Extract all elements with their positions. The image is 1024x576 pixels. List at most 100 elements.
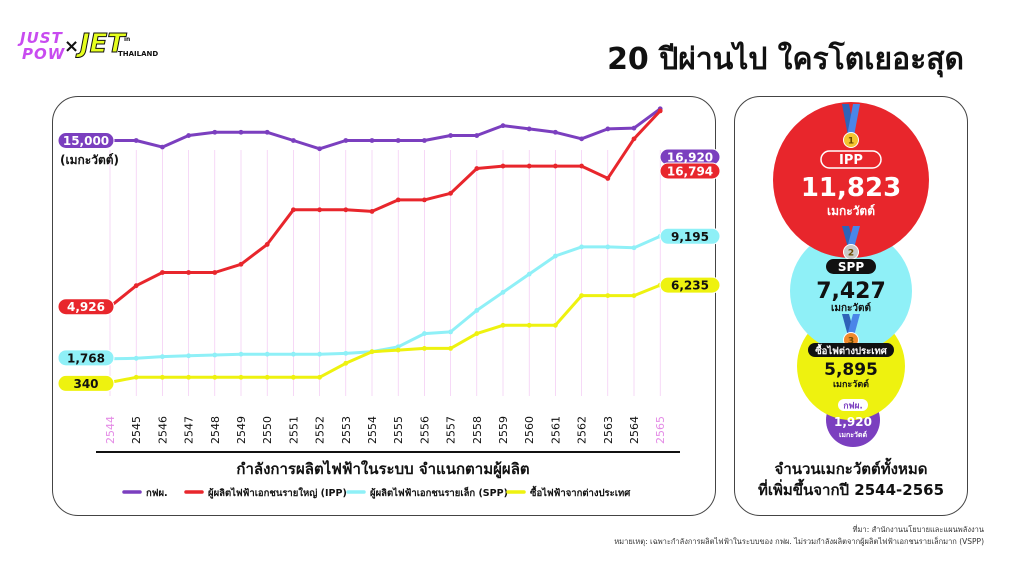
end-label-ipp: 16,794 (667, 165, 713, 179)
x-tick-label: 2548 (209, 416, 222, 444)
bubble-name-pill-egat (838, 399, 868, 411)
x-tick-label: 2557 (445, 416, 458, 444)
data-point-egat (369, 138, 375, 143)
data-point-import (133, 374, 139, 380)
data-point-ipp (579, 163, 584, 169)
start-label-import: 340 (73, 377, 98, 391)
x-tick-label: 2545 (130, 416, 143, 444)
data-point-ipp (631, 136, 637, 142)
growth-bubble-spp (790, 230, 912, 352)
data-point-egat (238, 129, 244, 135)
x-tick-label: 2544 (104, 416, 117, 444)
data-point-ipp (553, 163, 558, 169)
data-point-ipp (605, 176, 611, 181)
data-point-ipp (238, 261, 244, 267)
note-text: หมายเหตุ: เฉพาะกำลังการผลิตไฟฟ้าในระบบขอ… (614, 537, 984, 546)
data-point-import (264, 374, 270, 380)
end-label-import: 6,235 (671, 279, 709, 293)
bubble-value-import: 5,895 (824, 360, 878, 380)
data-point-ipp (500, 163, 506, 169)
x-tick-label: 2553 (340, 416, 353, 444)
bubble-unit-spp: เมกะวัตต์ (831, 302, 871, 314)
bubble-unit-egat: เมกะวัตต์ (839, 430, 867, 439)
data-point-spp (160, 354, 165, 360)
logo-text-in: in (124, 36, 131, 43)
data-point-egat (422, 138, 427, 143)
series-line-spp (109, 234, 661, 361)
bubble-name-pill-spp (826, 259, 876, 274)
data-point-ipp (160, 270, 165, 275)
x-tick-label: 2554 (366, 416, 379, 444)
data-point-import (422, 346, 427, 351)
start-label-egat: 15,000 (63, 134, 109, 148)
bubble-name-import: ซื้อไฟต่างประเทศ (815, 343, 888, 357)
data-point-spp (448, 329, 453, 335)
data-point-import (500, 322, 506, 328)
data-point-import (395, 347, 401, 353)
data-point-egat (264, 129, 270, 135)
data-point-import (605, 293, 611, 298)
data-point-egat (160, 144, 165, 150)
data-point-ipp (186, 270, 192, 275)
data-point-egat (212, 129, 218, 135)
data-point-egat (500, 123, 506, 129)
logo-text-thailand: THAILAND (118, 50, 159, 58)
data-point-spp (526, 271, 532, 277)
bubble-unit-ipp: เมกะวัตต์ (827, 204, 875, 218)
end-label-pill-import (659, 276, 721, 294)
data-point-spp (186, 353, 192, 359)
data-point-spp (422, 331, 427, 336)
source-text: ที่มา: สำนักงานนโยบายและแผนพลังงาน (852, 525, 984, 534)
bubble-value-ipp: 11,823 (801, 173, 901, 203)
data-point-import (474, 331, 480, 336)
data-point-import (238, 374, 244, 380)
end-label-egat: 16,920 (667, 151, 713, 165)
brand-logo: JUST POW × JET in THAILAND (20, 30, 158, 70)
legend-label-import: ซื้อไฟฟ้าจากต่างประเทศ (530, 485, 631, 499)
x-tick-label: 2547 (183, 416, 196, 444)
data-point-import (553, 322, 558, 328)
growth-bubble-ipp (773, 102, 929, 258)
data-point-egat (631, 125, 637, 131)
data-point-ipp (264, 242, 270, 247)
data-point-spp (238, 351, 244, 357)
start-label-pill-import (57, 374, 115, 392)
data-point-spp (500, 289, 506, 295)
x-tick-label: 2565 (654, 416, 667, 444)
start-label-pill-ipp (57, 298, 115, 316)
data-point-spp (133, 355, 139, 361)
x-tick-label: 2555 (392, 416, 405, 444)
data-point-ipp (657, 108, 663, 114)
data-point-ipp (317, 207, 322, 213)
data-point-spp (605, 244, 611, 250)
bubble-name-pill-ipp (820, 150, 882, 169)
start-label-ipp: 4,926 (67, 300, 105, 314)
growth-caption-line2: ที่เพิ่มขึ้นจากปี 2544-2565 (758, 478, 944, 499)
bubble-name-ipp: IPP (839, 153, 863, 168)
data-point-egat (395, 138, 401, 143)
series-line-ipp (109, 109, 662, 308)
data-point-import (343, 360, 349, 366)
data-point-import (369, 349, 375, 355)
data-point-spp (212, 352, 218, 358)
data-point-import (526, 322, 532, 328)
medal-ribbon (847, 104, 860, 136)
data-point-egat (343, 138, 349, 143)
legend-label-spp: ผู้ผลิตไฟฟ้าเอกชนรายเล็ก (SPP) (370, 486, 508, 500)
data-point-import (631, 293, 637, 298)
data-point-ipp (526, 163, 532, 169)
x-tick-label: 2560 (523, 416, 536, 444)
medal-ribbon (847, 314, 860, 336)
start-label-pill-spp (57, 349, 115, 367)
bubble-value-egat: 1,920 (834, 415, 872, 429)
data-point-spp (395, 344, 401, 350)
logo-text-pow: POW (22, 45, 66, 63)
x-tick-label: 2563 (602, 416, 615, 444)
data-point-egat (186, 133, 192, 138)
data-point-import (212, 374, 218, 380)
data-point-import (579, 293, 584, 298)
data-point-spp (553, 253, 558, 259)
medal-rank: 3 (848, 337, 854, 347)
start-label-spp: 1,768 (67, 351, 105, 365)
